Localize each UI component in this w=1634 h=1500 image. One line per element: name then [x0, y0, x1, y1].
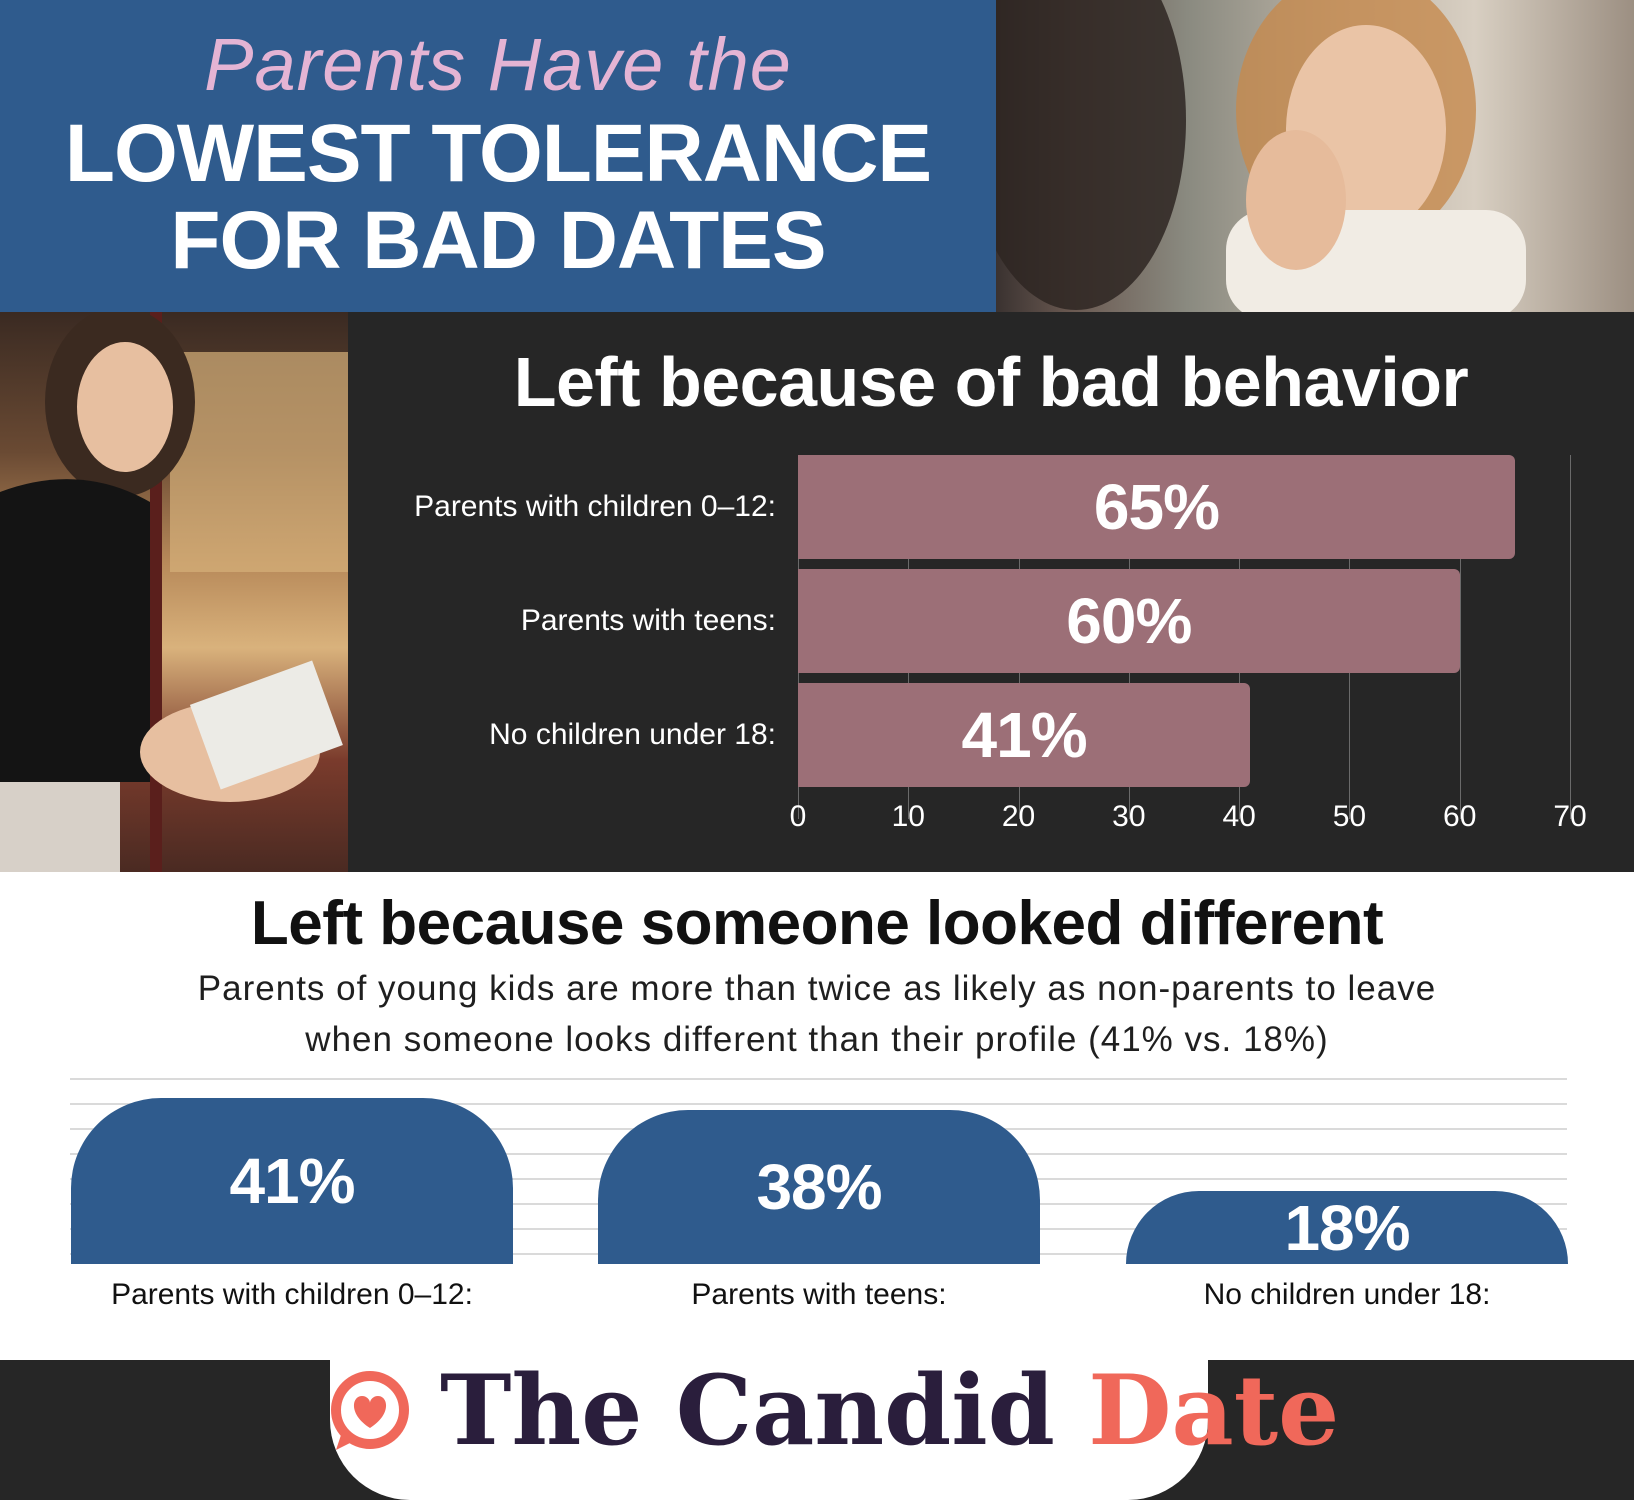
bad-behavior-chart: 0 10 20 30 40 50 60 70 Parents with children 0–1…: [414, 455, 1587, 833]
category-label: Parents with children 0–12:: [414, 490, 776, 523]
looked-different-chart: 41% Parents with children 0–12: 38% Parents…: [70, 1077, 1568, 1311]
bar: [798, 683, 1251, 787]
chart-subtitle-line-1: Parents of young kids are more than twic…: [197, 969, 1437, 1008]
woman-photo: [0, 312, 348, 872]
category-label: No children under 18:: [1203, 1278, 1491, 1311]
x-tick-label: 20: [1001, 800, 1036, 833]
bar-value-label: 38%: [756, 1151, 882, 1224]
gridline: [1570, 455, 1571, 819]
chart-title-bad-behavior: Left because of bad behavior: [513, 343, 1469, 421]
x-tick-label: 0: [789, 800, 807, 833]
bar-value-label: 60%: [1066, 585, 1192, 657]
bar-value-label: 41%: [229, 1144, 355, 1217]
brand-name: The Candid: [440, 1354, 1055, 1467]
x-tick-label: 40: [1222, 800, 1256, 833]
brand-name-accent: Date: [1088, 1354, 1340, 1467]
header-title-line-2: FOR BAD DATES: [170, 195, 826, 286]
header-subtitle: Parents Have the: [204, 23, 792, 106]
chart-title-looked-different: Left because someone looked different: [250, 889, 1384, 958]
chart-subtitle: Parents of young kids are more than twic…: [60, 963, 1574, 1065]
bar: [1126, 1191, 1568, 1264]
gridline: [1459, 455, 1461, 819]
bar: [598, 1110, 1040, 1264]
header-title-line-1: LOWEST TOLERANCE: [64, 108, 932, 199]
bar: [798, 569, 1460, 673]
x-tick-label: 70: [1553, 800, 1587, 833]
x-tick-label: 50: [1332, 800, 1367, 833]
bar: [798, 455, 1515, 559]
bar-value-label: 65%: [1093, 471, 1220, 543]
category-label: Parents with teens:: [691, 1278, 947, 1311]
bar-value-label: 18%: [1284, 1191, 1410, 1264]
bar-value-label: 41%: [961, 699, 1088, 771]
gridline: [70, 1102, 1567, 1105]
footer-logo-pill: [330, 1354, 1208, 1500]
header-banner: [0, 0, 996, 312]
category-label: No children under 18:: [489, 718, 776, 751]
category-label: Parents with children 0–12:: [111, 1278, 473, 1311]
x-tick-label: 30: [1112, 800, 1146, 833]
bar: [71, 1097, 513, 1264]
chart-subtitle-line-2: when someone looks different than their …: [305, 1020, 1329, 1059]
x-tick-label: 60: [1443, 800, 1477, 833]
couple-photo: [996, 0, 1634, 312]
brand-wordmark: The Candid Date: [440, 1358, 1339, 1464]
heart-chat-icon: [328, 1370, 412, 1454]
gridline: [70, 1077, 1567, 1080]
x-tick-label: 10: [891, 800, 925, 833]
category-label: Parents with teens:: [520, 604, 776, 637]
